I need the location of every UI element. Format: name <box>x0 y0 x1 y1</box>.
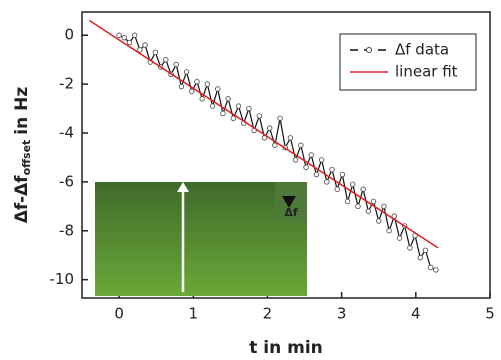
data-point <box>278 116 283 121</box>
data-point <box>382 204 387 209</box>
data-point <box>205 82 210 87</box>
data-point <box>345 199 350 204</box>
data-point <box>366 209 371 214</box>
y-tick-label: -2 <box>59 75 74 93</box>
x-tick-label: 1 <box>188 305 198 323</box>
data-point <box>122 35 127 40</box>
legend-label: linear fit <box>395 63 458 81</box>
data-point <box>200 96 205 101</box>
data-point <box>143 43 148 48</box>
data-point <box>273 143 278 148</box>
data-point <box>299 143 304 148</box>
data-point <box>418 255 423 260</box>
data-point <box>408 246 413 251</box>
data-point <box>138 48 143 53</box>
data-point <box>288 136 293 141</box>
data-point <box>325 180 330 185</box>
data-point <box>330 167 335 172</box>
data-point <box>174 62 179 67</box>
x-tick-label: 4 <box>411 305 421 323</box>
y-label-unit: in Hz <box>12 87 32 135</box>
data-point <box>226 96 231 101</box>
data-point <box>221 111 226 116</box>
data-point <box>361 187 366 192</box>
data-point <box>231 116 236 121</box>
data-point <box>267 126 272 131</box>
data-point <box>210 104 215 109</box>
y-tick-label: -8 <box>59 221 74 239</box>
data-point <box>423 248 428 253</box>
y-label-sub: offset <box>20 140 33 176</box>
inset-label: Δf <box>284 206 298 219</box>
legend-marker <box>367 48 372 53</box>
data-point <box>319 158 324 163</box>
data-point <box>247 106 252 111</box>
data-point <box>189 89 194 94</box>
data-point <box>434 268 439 273</box>
y-axis-label: Δf-Δfoffset in Hz <box>12 87 33 224</box>
x-tick-label: 0 <box>114 305 124 323</box>
data-point <box>195 79 200 84</box>
data-point <box>376 219 381 224</box>
data-point <box>309 153 314 158</box>
x-tick-label: 3 <box>337 305 347 323</box>
data-point <box>215 87 220 92</box>
legend-label: Δf data <box>395 41 449 59</box>
x-tick-label: 2 <box>263 305 273 323</box>
data-point <box>179 84 184 89</box>
y-label-main: Δf-Δf <box>12 175 32 223</box>
data-point <box>428 265 433 270</box>
y-tick-label: -10 <box>50 270 75 288</box>
data-point <box>127 40 132 45</box>
data-point <box>117 33 122 38</box>
x-tick-label: 5 <box>485 305 495 323</box>
data-point <box>132 33 137 38</box>
data-point <box>153 50 158 55</box>
data-point <box>164 57 169 62</box>
data-point <box>371 199 376 204</box>
data-point <box>356 204 361 209</box>
data-point <box>293 158 298 163</box>
data-point <box>335 187 340 192</box>
y-tick-label: -6 <box>59 172 74 190</box>
data-point <box>397 236 402 241</box>
data-point <box>314 172 319 177</box>
data-point <box>350 182 355 187</box>
data-point <box>236 104 241 109</box>
data-point <box>257 114 262 119</box>
inset-image: Δf <box>95 182 307 296</box>
y-tick-label: -4 <box>59 124 74 142</box>
data-point <box>387 228 392 233</box>
data-point <box>304 165 309 170</box>
x-axis-label: t in min <box>249 338 323 358</box>
chart: t in min Δf-Δfoffset in Hz 0 1 2 3 4 5 0 -2 -4 -6 -… <box>0 0 501 360</box>
y-tick-label: 0 <box>64 26 74 44</box>
data-point <box>184 70 189 75</box>
data-point <box>340 172 345 177</box>
